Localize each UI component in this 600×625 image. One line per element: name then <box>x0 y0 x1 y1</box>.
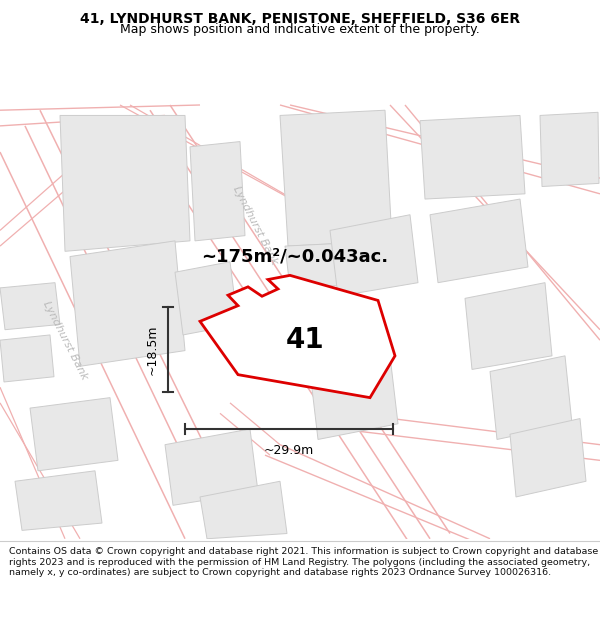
Text: ~18.5m: ~18.5m <box>146 324 159 375</box>
Polygon shape <box>60 116 190 251</box>
Polygon shape <box>420 116 525 199</box>
Polygon shape <box>285 241 395 288</box>
Polygon shape <box>280 110 392 246</box>
Polygon shape <box>200 481 287 539</box>
Polygon shape <box>15 471 102 531</box>
Text: ~29.9m: ~29.9m <box>264 444 314 457</box>
Polygon shape <box>510 419 586 497</box>
Polygon shape <box>175 262 238 335</box>
Polygon shape <box>165 429 258 505</box>
Polygon shape <box>490 356 572 439</box>
Polygon shape <box>465 282 552 369</box>
Polygon shape <box>0 282 60 330</box>
Polygon shape <box>310 356 398 439</box>
Text: Map shows position and indicative extent of the property.: Map shows position and indicative extent… <box>120 22 480 36</box>
Text: Lyndhurst Bank: Lyndhurst Bank <box>41 299 89 381</box>
Polygon shape <box>200 276 395 398</box>
Text: Contains OS data © Crown copyright and database right 2021. This information is : Contains OS data © Crown copyright and d… <box>9 548 598 577</box>
Polygon shape <box>430 199 528 282</box>
Text: Lyndhurst Bank: Lyndhurst Bank <box>231 184 279 266</box>
Text: ~175m²/~0.043ac.: ~175m²/~0.043ac. <box>202 248 389 266</box>
Text: 41: 41 <box>286 326 325 354</box>
Polygon shape <box>0 335 54 382</box>
Polygon shape <box>540 112 599 186</box>
Polygon shape <box>330 215 418 296</box>
Text: 41, LYNDHURST BANK, PENISTONE, SHEFFIELD, S36 6ER: 41, LYNDHURST BANK, PENISTONE, SHEFFIELD… <box>80 12 520 26</box>
Polygon shape <box>190 142 245 241</box>
Polygon shape <box>70 241 185 366</box>
Polygon shape <box>30 398 118 471</box>
